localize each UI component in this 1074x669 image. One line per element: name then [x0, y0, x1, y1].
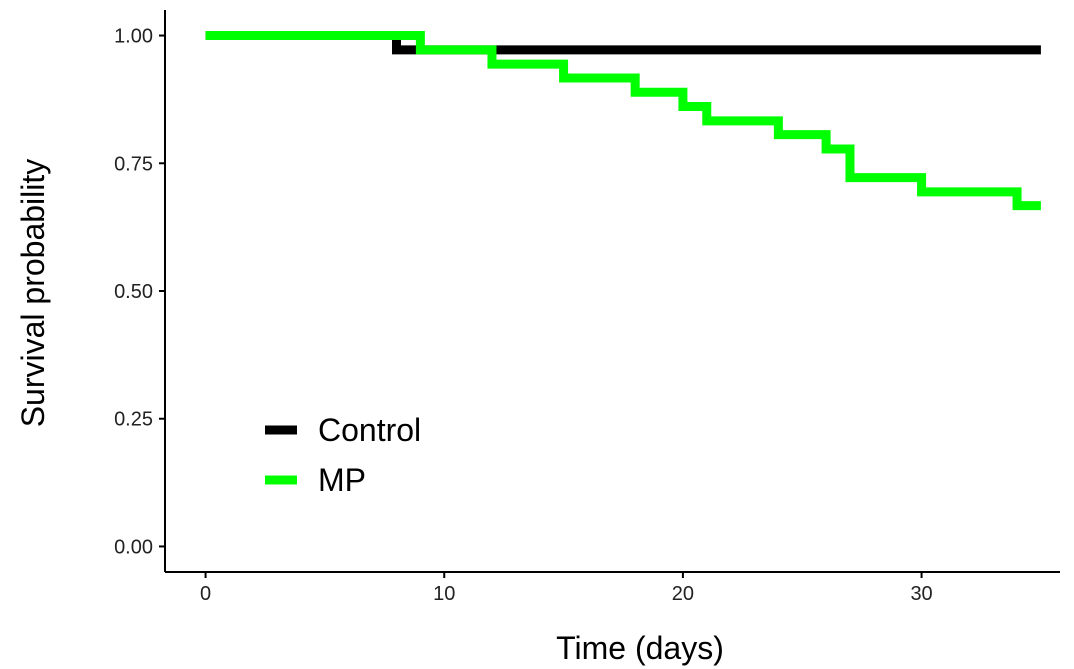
y-axis-title: Survival probability — [15, 159, 51, 428]
y-tick-label: 0.50 — [114, 281, 153, 303]
y-tick-label: 0.00 — [114, 536, 153, 558]
x-tick-label: 0 — [200, 583, 211, 605]
legend-label-mp: MP — [318, 462, 366, 498]
y-axis: 0.00 0.25 0.50 0.75 1.00 — [114, 10, 166, 572]
legend: Control MP — [265, 412, 421, 498]
legend-label-control: Control — [318, 412, 421, 448]
x-axis-title: Time (days) — [556, 630, 724, 666]
series-layer — [205, 31, 1041, 211]
series-line-mp — [205, 31, 1041, 211]
y-tick-label: 0.75 — [114, 153, 153, 175]
y-tick-label: 1.00 — [114, 26, 153, 48]
y-tick-label: 0.25 — [114, 409, 153, 431]
x-tick-label: 20 — [672, 583, 694, 605]
x-tick-label: 30 — [910, 583, 932, 605]
x-axis: 0 10 20 30 — [165, 571, 1060, 605]
x-tick-label: 10 — [433, 583, 455, 605]
